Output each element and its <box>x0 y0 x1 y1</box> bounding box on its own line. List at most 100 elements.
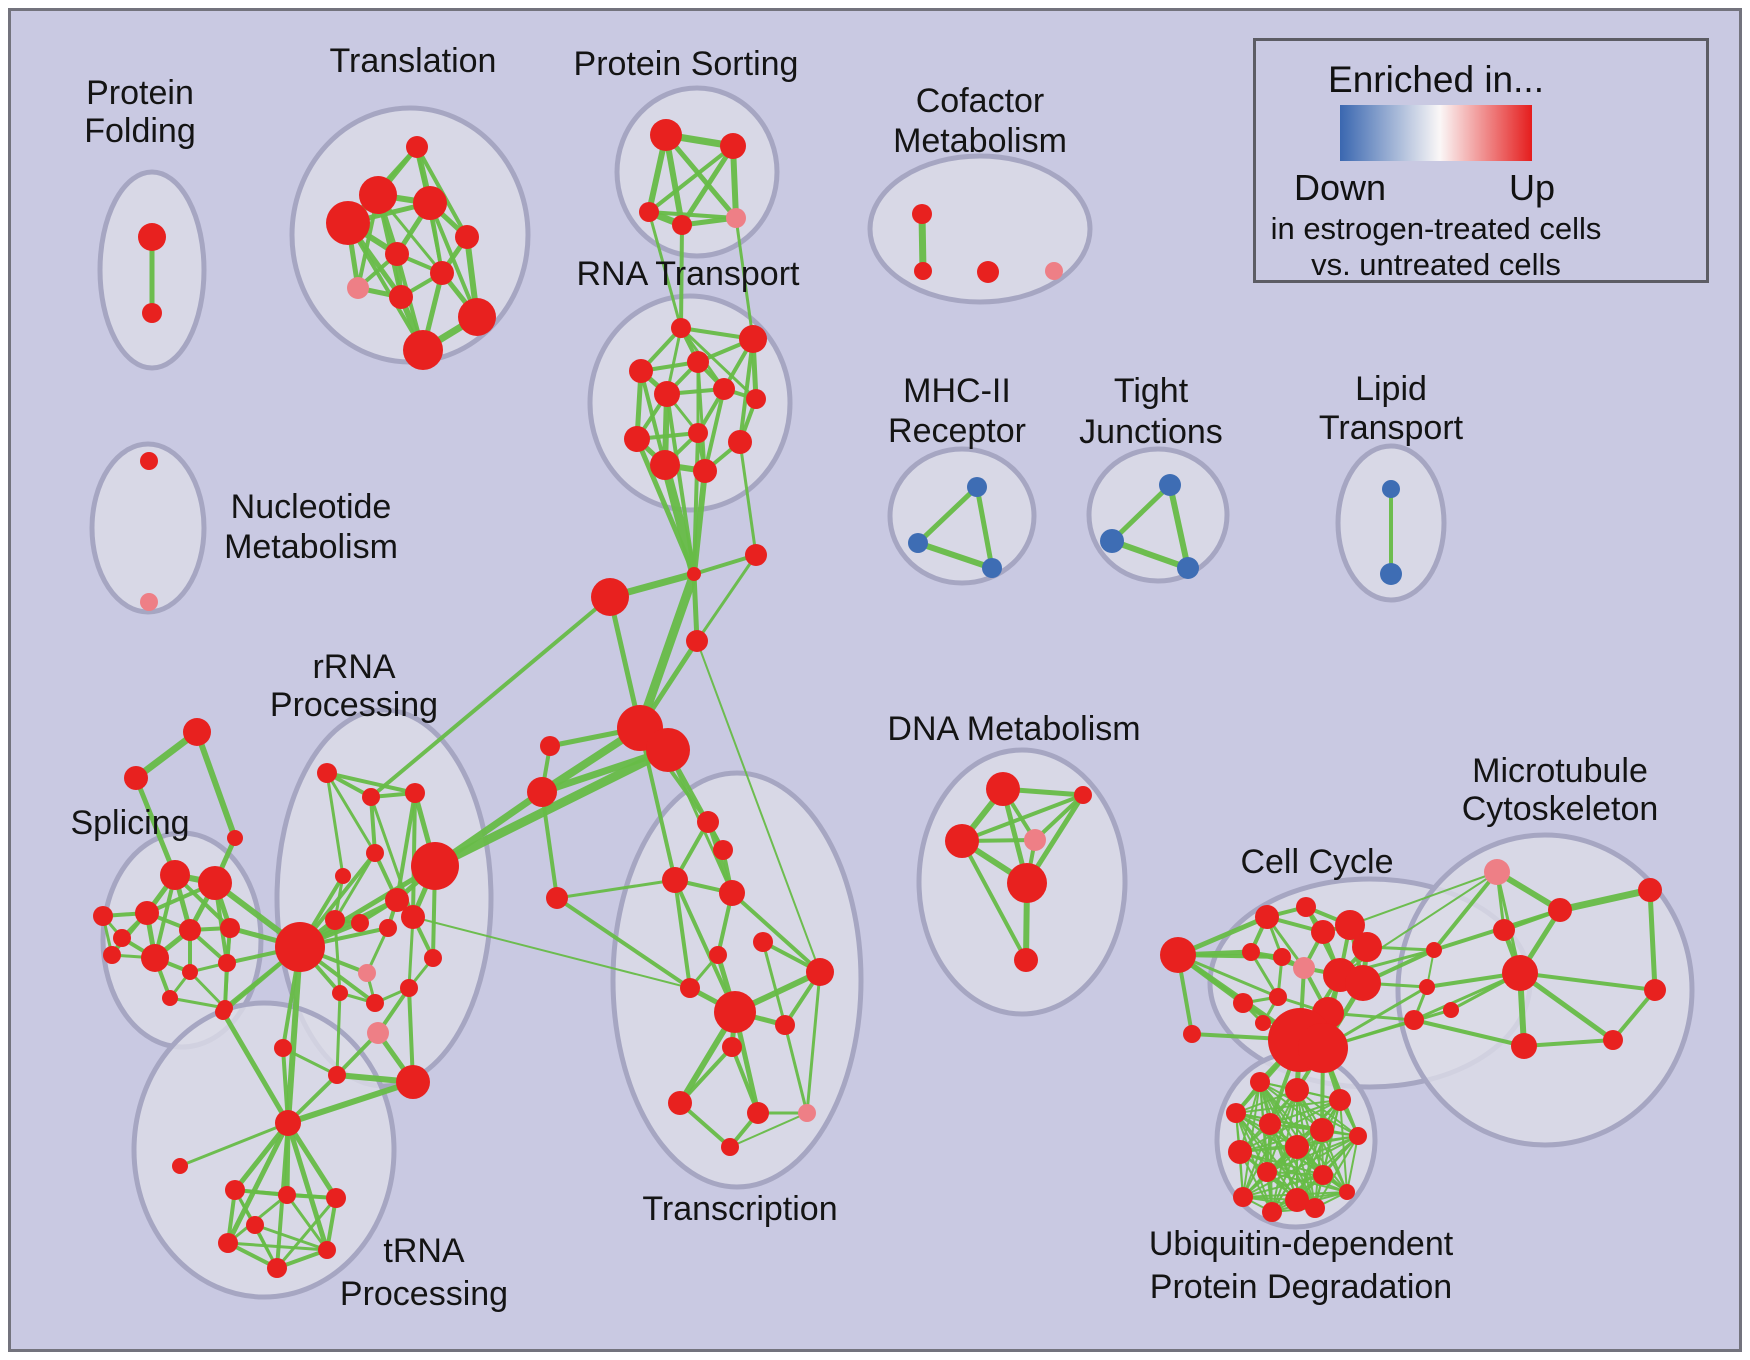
network-node <box>328 1066 346 1084</box>
cluster-label-tn: tRNA <box>383 1232 465 1270</box>
network-edge <box>369 595 612 799</box>
legend-title: Enriched in... <box>1328 59 1544 100</box>
network-node <box>182 964 198 980</box>
cluster-label-lt: Lipid <box>1355 370 1427 408</box>
network-edge <box>285 1079 416 1126</box>
network-node <box>986 772 1020 806</box>
network-edge <box>695 553 758 643</box>
network-node <box>1233 993 1253 1013</box>
network-node <box>1255 905 1279 929</box>
network-node <box>1250 1072 1270 1092</box>
cluster-ellipse-cf <box>867 153 1093 305</box>
network-node <box>274 1039 292 1057</box>
network-edge <box>647 210 738 220</box>
network-edge <box>738 440 758 557</box>
network-node <box>1382 480 1400 498</box>
network-node <box>413 186 447 220</box>
network-node <box>722 1037 742 1057</box>
network-edge <box>325 771 417 795</box>
network-edge <box>1109 482 1173 544</box>
legend-subtitle-2: vs. untreated cells <box>1311 247 1561 282</box>
network-node <box>806 958 834 986</box>
legend-gradient-bar <box>1340 105 1532 161</box>
cluster-ellipse-nm <box>89 441 207 615</box>
network-node <box>1014 948 1038 972</box>
network-edge <box>729 1112 808 1148</box>
network-node <box>693 459 717 483</box>
network-node <box>914 262 932 280</box>
network-node <box>1285 1135 1309 1159</box>
network-node <box>359 176 397 214</box>
cluster-label-ub: Ubiquitin-dependent <box>1149 1225 1454 1263</box>
network-edge <box>1412 1018 1526 1048</box>
network-node <box>1335 910 1365 940</box>
network-node <box>335 868 351 884</box>
network-edge <box>225 1120 291 1246</box>
network-edge <box>1242 1135 1359 1198</box>
network-node <box>351 914 369 932</box>
network-node <box>977 261 999 283</box>
network-node <box>650 450 680 480</box>
network-edge <box>168 996 227 1010</box>
network-edge <box>635 569 699 733</box>
network-node <box>650 119 682 151</box>
network-edge <box>960 793 1085 843</box>
network-edge <box>325 771 377 855</box>
network-node <box>713 840 733 860</box>
network-node <box>912 204 932 224</box>
network-node <box>367 1022 389 1044</box>
network-edge <box>734 216 755 341</box>
network-node <box>1285 1188 1309 1212</box>
network-edge <box>1517 970 1616 1043</box>
network-node <box>687 567 701 581</box>
cluster-label-tj: Junctions <box>1079 413 1223 451</box>
network-node <box>1311 920 1335 944</box>
network-edge <box>285 1120 339 1201</box>
network-node <box>218 954 236 972</box>
network-node <box>332 985 348 1001</box>
network-node <box>362 788 380 806</box>
network-edge <box>1349 871 1498 926</box>
network-node <box>93 906 113 926</box>
network-node <box>680 978 700 998</box>
network-node <box>1511 1033 1537 1059</box>
network-node <box>671 318 691 338</box>
network-node <box>172 1158 188 1174</box>
cluster-label-sp: Splicing <box>70 804 189 842</box>
network-edge <box>412 916 691 989</box>
cluster-label-tx: Transcription <box>642 1190 837 1228</box>
cluster-label-mt: Cytoskeleton <box>1462 790 1659 828</box>
network-edge <box>1266 1171 1348 1193</box>
network-node <box>183 718 211 746</box>
network-edge <box>673 878 737 1014</box>
legend-up-label: Up <box>1508 167 1556 208</box>
network-edge <box>285 944 303 1126</box>
network-node <box>135 901 159 925</box>
cluster-label-dna: DNA Metabolism <box>887 710 1140 748</box>
cluster-label-pf: Protein <box>86 74 194 112</box>
network-edge <box>1647 887 1658 993</box>
network-edge <box>692 431 700 576</box>
network-edge <box>346 221 425 352</box>
network-node <box>141 944 169 972</box>
network-edge <box>1239 1129 1323 1153</box>
network-node <box>455 225 479 249</box>
network-node <box>709 946 727 964</box>
cluster-ellipse-rt <box>587 293 793 513</box>
network-node <box>389 285 413 309</box>
network-node <box>945 824 979 858</box>
network-node <box>220 918 240 938</box>
network-node <box>400 979 418 997</box>
network-edge <box>178 1121 290 1168</box>
network-edge <box>133 775 178 878</box>
network-node <box>1269 988 1287 1006</box>
network-node <box>662 867 688 893</box>
network-edge <box>1239 1151 1348 1193</box>
network-node <box>403 330 443 370</box>
network-node <box>747 1102 769 1124</box>
network-node <box>411 842 459 890</box>
cluster-label-rt: RNA Transport <box>577 255 801 293</box>
network-edge <box>1269 1099 1341 1125</box>
